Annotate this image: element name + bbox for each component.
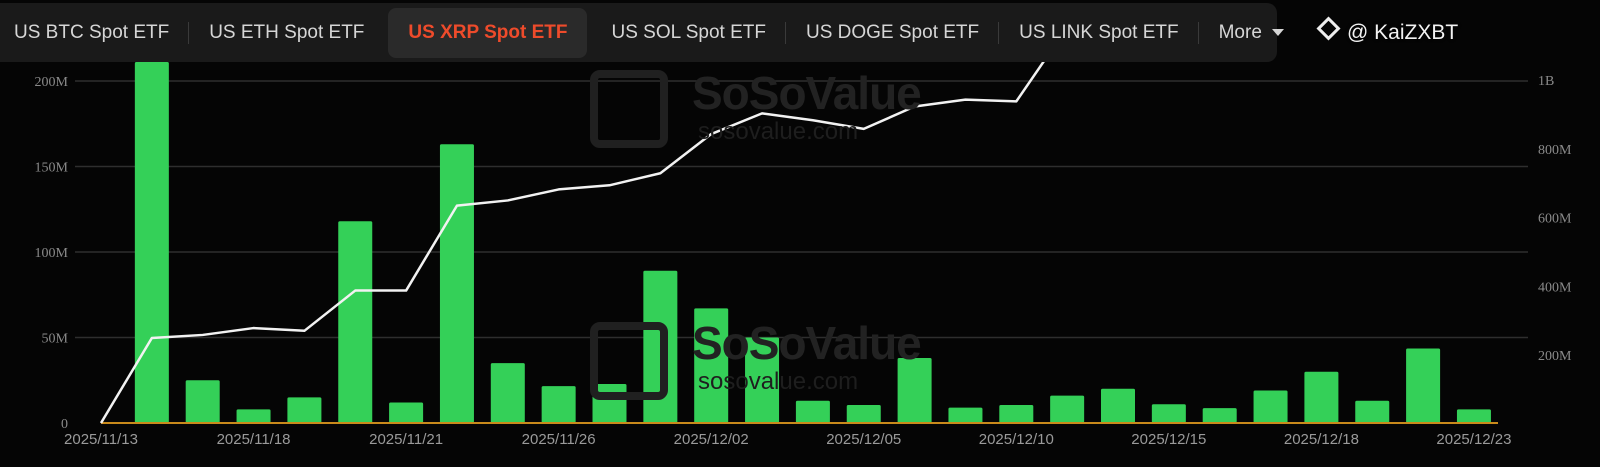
flow-bar	[1456, 409, 1491, 423]
watermark-text: SoSoValue sosovalue.com	[692, 67, 922, 145]
flow-bar	[439, 144, 474, 423]
left-axis-tick-label: 100M	[35, 246, 69, 261]
flow-bar	[287, 397, 322, 423]
flow-bar	[999, 405, 1034, 423]
x-axis-tick-label: 2025/12/18	[1284, 431, 1359, 448]
flow-bar	[1151, 404, 1186, 423]
x-axis-tick-label: 2025/11/18	[217, 431, 291, 448]
left-axis-tick-label: 200M	[35, 75, 69, 90]
x-axis-tick-label: 2025/12/02	[674, 431, 749, 448]
flow-bar	[541, 386, 576, 423]
watermark-text: SoSoValue sosovalue.com	[692, 317, 922, 395]
tab-sol-spot-etf[interactable]: US SOL Spot ETF	[591, 8, 786, 58]
x-axis-tick-label: 2025/11/21	[369, 431, 443, 448]
left-axis-tick-label: 0	[61, 417, 68, 432]
left-axis-tick-label: 50M	[42, 332, 69, 347]
tab-link-spot-etf[interactable]: US LINK Spot ETF	[999, 8, 1200, 58]
flow-bar	[236, 409, 271, 423]
flow-bar	[1202, 408, 1237, 423]
tab-btc-spot-etf[interactable]: US BTC Spot ETF	[0, 8, 190, 58]
tab-xrp-spot-etf[interactable]: US XRP Spot ETF	[388, 7, 588, 58]
left-axis-tick-label: 150M	[35, 161, 69, 176]
flow-bar	[846, 405, 881, 423]
sosovalue-logo-icon	[590, 322, 668, 400]
flow-bar	[1406, 348, 1441, 423]
right-axis-tick-label: 400M	[1538, 280, 1572, 295]
x-axis-tick-label: 2025/12/15	[1131, 431, 1206, 448]
caret-down-icon	[1271, 29, 1284, 36]
flow-bar	[694, 308, 729, 423]
flow-bar	[134, 62, 169, 423]
etf-tab-bar: US BTC Spot ETF US ETH Spot ETF US XRP S…	[0, 3, 1284, 62]
x-axis-tick-label: 2025/12/10	[979, 431, 1054, 448]
tab-eth-spot-etf[interactable]: US ETH Spot ETF	[209, 21, 365, 43]
right-axis-tick-label: 1B	[1538, 74, 1554, 89]
flow-bar	[745, 337, 780, 423]
right-axis-tick-label: 800M	[1538, 143, 1572, 158]
flow-bar	[1355, 400, 1390, 423]
flow-bar	[795, 400, 830, 423]
x-axis-tick-label: 2025/12/05	[826, 431, 901, 448]
flow-bar	[897, 358, 932, 423]
x-axis-tick-label: 2025/12/23	[1436, 431, 1511, 448]
flow-bar	[490, 363, 525, 423]
more-label: More	[1218, 21, 1262, 43]
flow-bar	[338, 221, 373, 423]
binance-logo-icon	[1316, 16, 1341, 41]
right-axis-tick-label: 600M	[1538, 212, 1572, 227]
x-axis-tick-label: 2025/11/26	[522, 431, 596, 448]
flow-bar	[185, 380, 220, 423]
flow-bar	[1304, 371, 1339, 423]
flow-bar	[1253, 390, 1288, 423]
flow-bar	[389, 402, 424, 423]
flow-bar	[948, 407, 983, 423]
flow-bar	[1050, 395, 1085, 423]
right-axis-tick-label: 200M	[1538, 349, 1572, 364]
net-assets-line	[99, 62, 1045, 424]
flow-bar	[1101, 388, 1135, 423]
more-dropdown[interactable]: More	[1199, 8, 1304, 58]
tab-doge-spot-etf[interactable]: US DOGE Spot ETF	[786, 8, 1000, 58]
author-credit: @ KaiZXBT	[1316, 16, 1458, 45]
x-axis-tick-label: 2025/11/13	[64, 431, 138, 448]
sosovalue-logo-icon	[590, 70, 668, 148]
